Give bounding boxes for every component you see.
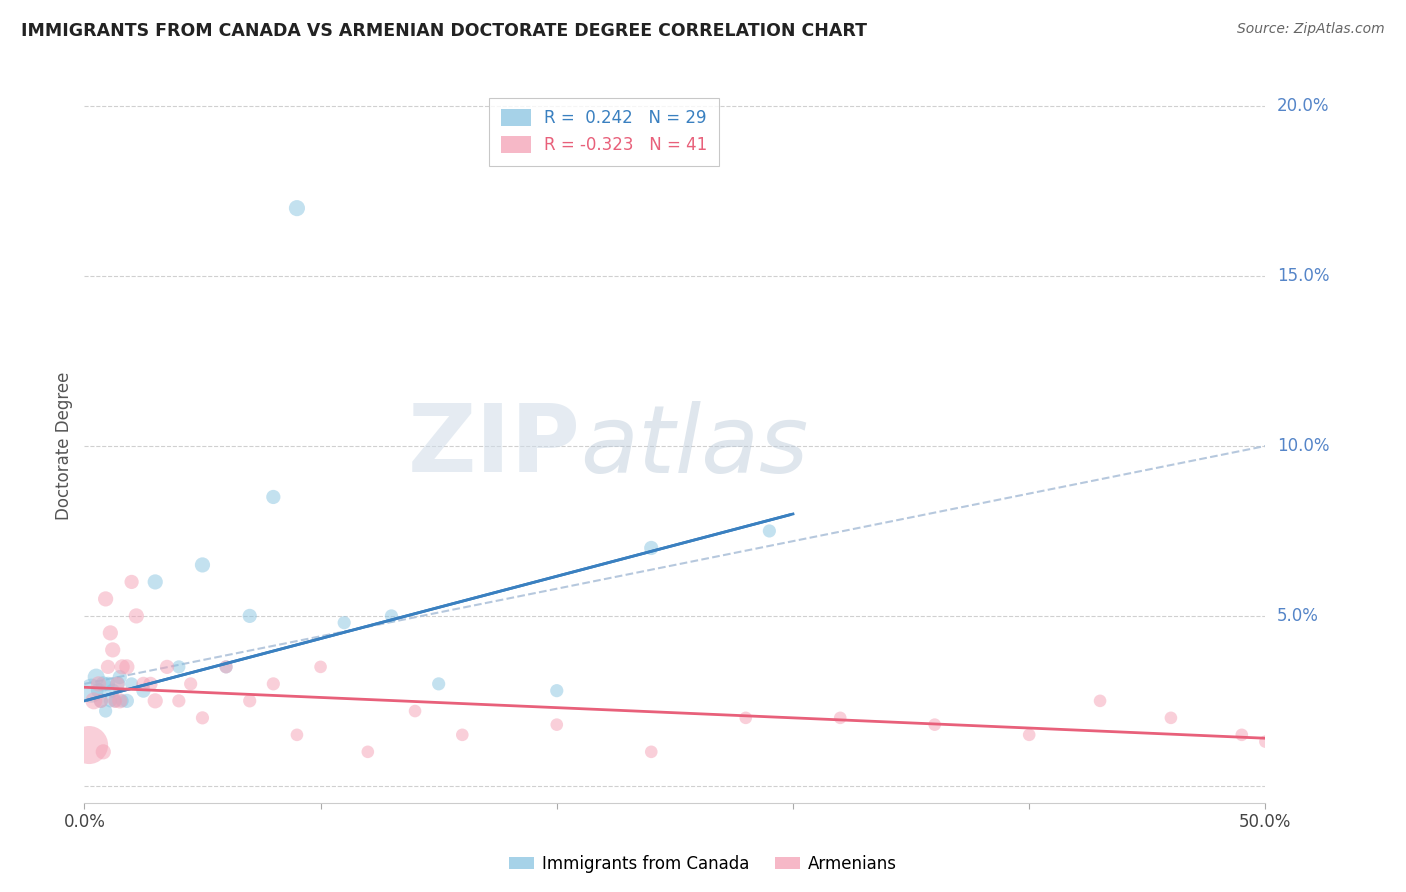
Point: [191, 558, 214, 572]
Point: [84, 670, 107, 684]
Point: [191, 711, 214, 725]
Point: [87, 677, 110, 691]
Point: [83, 694, 105, 708]
Point: [90, 694, 112, 708]
Point: [90, 694, 112, 708]
Point: [94, 704, 117, 718]
Text: Source: ZipAtlas.com: Source: ZipAtlas.com: [1237, 22, 1385, 37]
Point: [1230, 728, 1253, 742]
Point: [262, 677, 284, 691]
Point: [1088, 694, 1111, 708]
Point: [98, 626, 121, 640]
Point: [156, 660, 179, 674]
Point: [380, 608, 402, 623]
Point: [239, 608, 262, 623]
Point: [107, 677, 129, 691]
Point: [640, 745, 662, 759]
Point: [734, 711, 756, 725]
Point: [111, 660, 134, 674]
Point: [285, 201, 308, 215]
Legend: R =  0.242   N = 29, R = -0.323   N = 41: R = 0.242 N = 29, R = -0.323 N = 41: [489, 97, 718, 166]
Point: [87, 683, 110, 698]
Point: [97, 677, 120, 691]
Point: [451, 728, 474, 742]
Point: [404, 704, 426, 718]
Point: [357, 745, 380, 759]
Legend: Immigrants from Canada, Armenians: Immigrants from Canada, Armenians: [502, 848, 904, 880]
Point: [108, 694, 131, 708]
Point: [98, 694, 121, 708]
Point: [139, 677, 162, 691]
Text: IMMIGRANTS FROM CANADA VS ARMENIAN DOCTORATE DEGREE CORRELATION CHART: IMMIGRANTS FROM CANADA VS ARMENIAN DOCTO…: [21, 22, 868, 40]
Point: [1160, 711, 1182, 725]
Point: [111, 694, 134, 708]
Text: 5.0%: 5.0%: [1277, 607, 1319, 625]
Point: [830, 711, 852, 725]
Point: [285, 728, 308, 742]
Point: [121, 574, 143, 589]
Point: [1254, 734, 1277, 748]
Y-axis label: Doctorate Degree: Doctorate Degree: [55, 372, 73, 520]
Point: [107, 677, 129, 691]
Point: [239, 694, 262, 708]
Point: [104, 694, 127, 708]
Point: [132, 677, 155, 691]
Point: [132, 683, 155, 698]
Point: [546, 683, 568, 698]
Point: [1018, 728, 1040, 742]
Point: [262, 490, 284, 504]
Text: ZIP: ZIP: [408, 400, 581, 492]
Point: [97, 660, 120, 674]
Point: [125, 608, 148, 623]
Point: [309, 660, 332, 674]
Point: [115, 660, 138, 674]
Point: [546, 717, 568, 731]
Point: [94, 591, 117, 606]
Point: [121, 677, 143, 691]
Point: [215, 660, 238, 674]
Point: [143, 574, 166, 589]
Point: [215, 660, 238, 674]
Point: [80, 683, 103, 698]
Text: atlas: atlas: [581, 401, 808, 491]
Point: [167, 660, 190, 674]
Point: [640, 541, 662, 555]
Text: 15.0%: 15.0%: [1277, 267, 1330, 285]
Point: [115, 694, 138, 708]
Point: [91, 745, 114, 759]
Point: [104, 694, 127, 708]
Point: [758, 524, 780, 538]
Point: [77, 738, 100, 752]
Point: [101, 643, 124, 657]
Point: [167, 694, 190, 708]
Point: [101, 683, 124, 698]
Point: [924, 717, 946, 731]
Point: [427, 677, 450, 691]
Text: 20.0%: 20.0%: [1277, 97, 1330, 115]
Point: [91, 677, 114, 691]
Point: [143, 694, 166, 708]
Text: 10.0%: 10.0%: [1277, 437, 1330, 455]
Point: [180, 677, 202, 691]
Point: [108, 670, 131, 684]
Point: [333, 615, 356, 630]
